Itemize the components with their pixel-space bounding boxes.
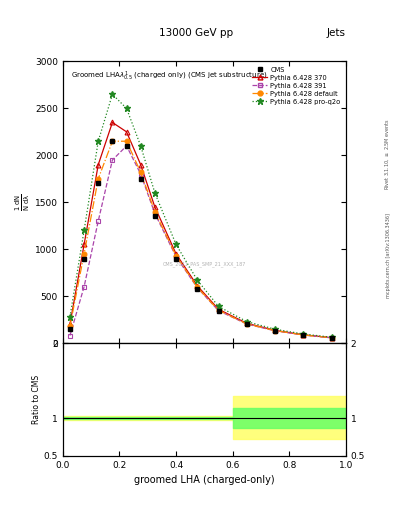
Y-axis label: $\frac{1}{\rm N}\frac{d\rm N}{d\lambda}$: $\frac{1}{\rm N}\frac{d\rm N}{d\lambda}$ xyxy=(14,194,32,211)
Text: mcplots.cern.ch [arXiv:1306.3436]: mcplots.cern.ch [arXiv:1306.3436] xyxy=(386,214,391,298)
Y-axis label: Ratio to CMS: Ratio to CMS xyxy=(32,375,41,424)
Text: Groomed LHA$\lambda^1_{0.5}$ (charged only) (CMS jet substructure): Groomed LHA$\lambda^1_{0.5}$ (charged on… xyxy=(72,70,268,83)
Text: CMS_2021_PAS_SMP_21_XXX_187: CMS_2021_PAS_SMP_21_XXX_187 xyxy=(163,261,246,267)
Text: Jets: Jets xyxy=(327,28,346,38)
X-axis label: groomed LHA (charged-only): groomed LHA (charged-only) xyxy=(134,475,275,485)
Text: 13000 GeV pp: 13000 GeV pp xyxy=(160,28,233,38)
Legend: CMS, Pythia 6.428 370, Pythia 6.428 391, Pythia 6.428 default, Pythia 6.428 pro-: CMS, Pythia 6.428 370, Pythia 6.428 391,… xyxy=(250,65,343,107)
Text: Rivet 3.1.10, $\geq$ 2.5M events: Rivet 3.1.10, $\geq$ 2.5M events xyxy=(384,118,391,189)
